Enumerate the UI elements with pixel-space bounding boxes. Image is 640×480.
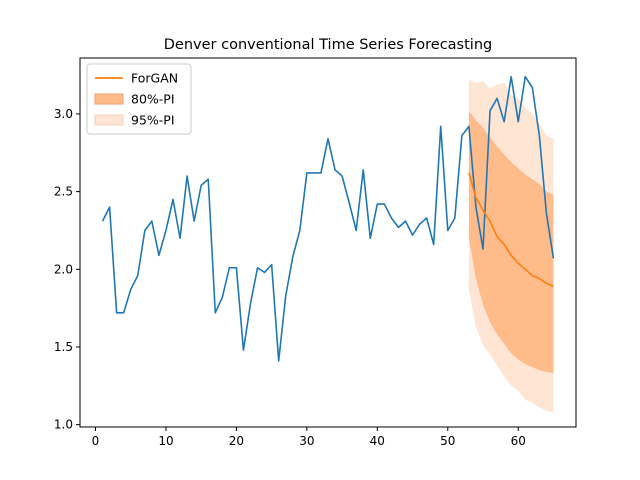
x-tick-label: 10: [158, 434, 173, 448]
series-line-forgan: [468, 172, 554, 288]
legend-swatch-80pct-pi: [94, 93, 124, 105]
legend-label-forgan: ForGAN: [131, 71, 178, 86]
legend-swatch-95pct-pi: [94, 114, 124, 126]
x-tick-label: 20: [229, 434, 244, 448]
x-tick-label: 60: [511, 434, 526, 448]
y-tick-label: 3.0: [54, 107, 73, 121]
y-tick-label: 2.5: [54, 185, 73, 199]
axes-frame: [79, 57, 577, 428]
x-tick-label: 30: [299, 434, 314, 448]
x-tick-label: 40: [370, 434, 385, 448]
x-tick-label: 0: [92, 434, 100, 448]
legend: ForGAN 80%-PI 95%-PI: [86, 63, 192, 135]
chart-title: Denver conventional Time Series Forecast…: [164, 37, 492, 53]
x-tick-label: 50: [440, 434, 455, 448]
legend-label-80pct-pi: 80%-PI: [131, 92, 175, 107]
legend-label-95pct-pi: 95%-PI: [131, 113, 175, 128]
y-tick-label: 1.5: [54, 340, 73, 354]
band-80pct-pi: [468, 110, 554, 374]
y-tick-label: 2.0: [54, 262, 73, 276]
plot-area: [101, 75, 555, 413]
axes: 0 10 20 30 40 50 60 1.0 1.5 2.0 2.5 3.0: [54, 57, 577, 448]
series-line-actual: [101, 75, 555, 362]
y-tick-label: 1.0: [54, 418, 73, 432]
